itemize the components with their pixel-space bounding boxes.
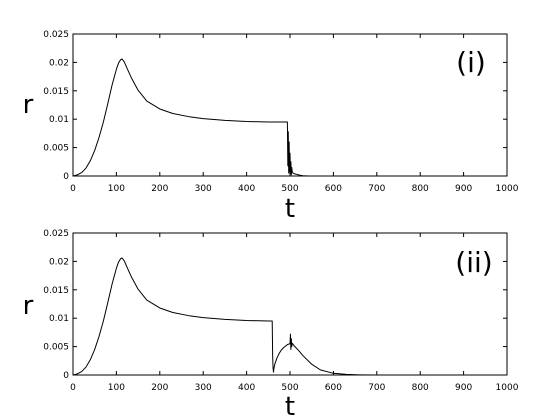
panel-label: (ii) — [455, 246, 492, 279]
y-tick-label: 0.015 — [43, 286, 69, 296]
series-line — [72, 58, 507, 177]
y-tick-label: 0.01 — [49, 314, 69, 324]
x-tick-label: 200 — [151, 184, 168, 194]
y-tick-label: 0.025 — [43, 229, 69, 239]
x-tick-label: 1000 — [496, 184, 519, 194]
x-tick-label: 1000 — [496, 383, 519, 393]
chart-panel-2: 0 100 200 300 400 500 600 700 800 900 1000 0 0.005 0.… — [23, 229, 519, 420]
x-tick-label: 300 — [195, 184, 212, 194]
x-tick-label: 800 — [412, 184, 429, 194]
y-tick-label: 0.005 — [43, 343, 69, 353]
plot-area-frame — [72, 232, 508, 376]
x-tick-label: 100 — [108, 383, 125, 393]
series-line — [72, 257, 507, 376]
x-tick-label: 700 — [368, 383, 385, 393]
x-tick-label: 900 — [455, 184, 472, 194]
y-tick-label: 0 — [63, 371, 69, 381]
x-tick-label: 200 — [151, 383, 168, 393]
x-tick-label: 100 — [108, 184, 125, 194]
x-tick-label: 500 — [281, 184, 298, 194]
x-tick-label: 900 — [455, 383, 472, 393]
y-tick-label: 0.02 — [49, 257, 69, 267]
y-tick-label: 0.01 — [49, 115, 69, 125]
x-tick-label: 600 — [325, 184, 342, 194]
x-axis-label: t — [285, 392, 295, 420]
x-tick-label: 800 — [412, 383, 429, 393]
x-tick-label: 0 — [70, 184, 76, 194]
y-tick-label: 0.015 — [43, 87, 69, 97]
panel-label: (i) — [456, 46, 486, 79]
x-tick-label: 700 — [368, 184, 385, 194]
y-tick-label: 0 — [63, 172, 69, 182]
y-axis-label: r — [23, 90, 34, 120]
y-tick-label: 0.02 — [49, 58, 69, 68]
x-tick-label: 500 — [281, 383, 298, 393]
y-tick-label: 0.025 — [43, 30, 69, 40]
x-tick-label: 400 — [238, 184, 255, 194]
x-tick-label: 300 — [195, 383, 212, 393]
chart-panel-1: 0 100 200 300 400 500 600 700 800 900 1000 0 0.005 0.… — [23, 30, 519, 224]
y-axis-label: r — [23, 291, 34, 321]
x-axis-label: t — [285, 194, 295, 224]
x-tick-label: 600 — [325, 383, 342, 393]
y-tick-label: 0.005 — [43, 144, 69, 154]
x-tick-label: 0 — [70, 383, 76, 393]
x-tick-label: 400 — [238, 383, 255, 393]
